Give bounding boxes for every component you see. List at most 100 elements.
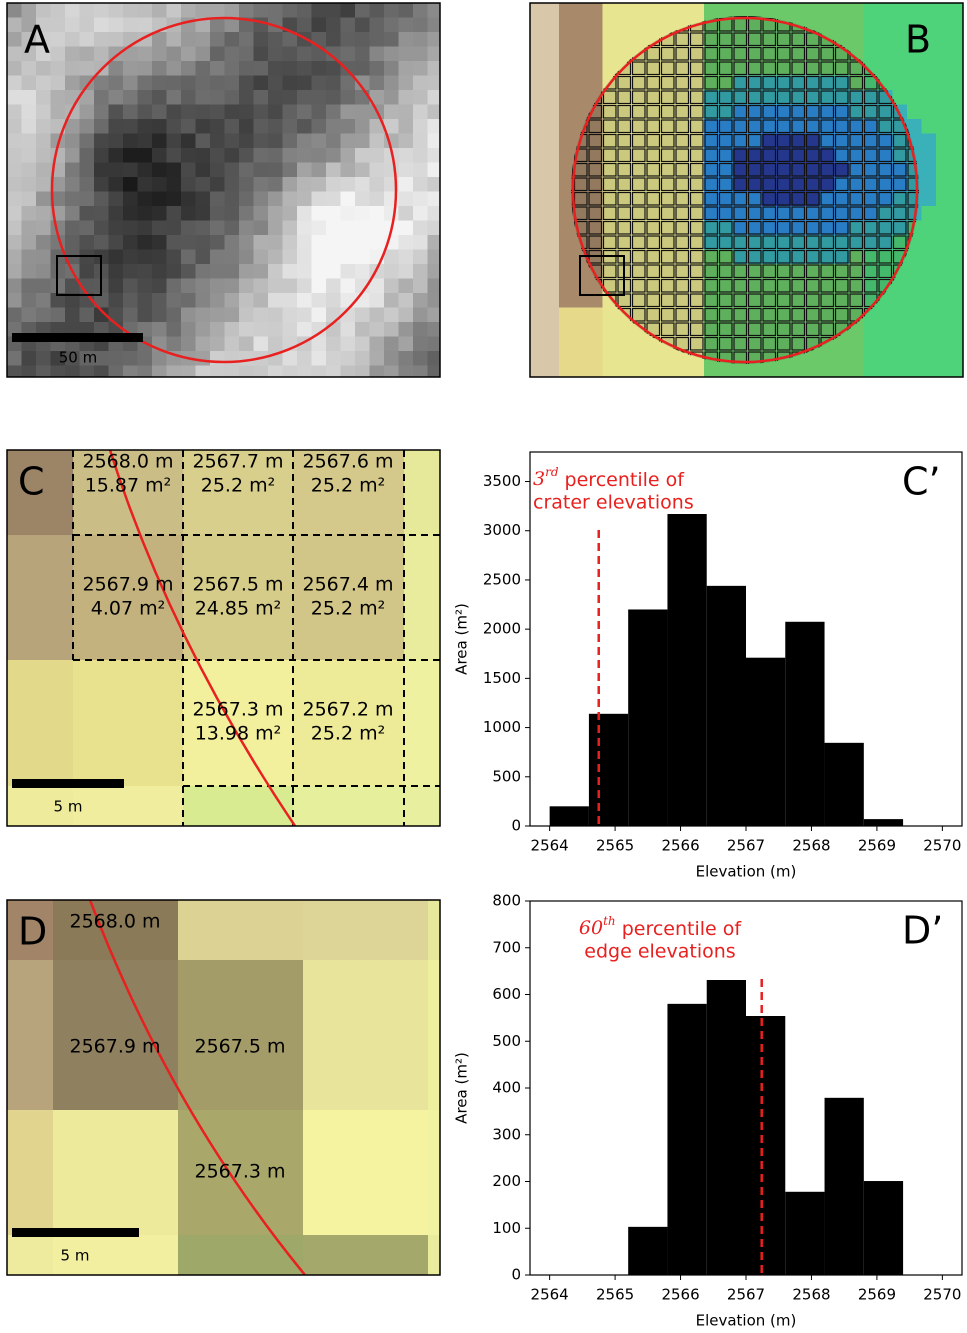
pixel — [224, 75, 240, 91]
pixel — [834, 17, 850, 33]
pixel — [311, 293, 327, 308]
pixel — [108, 220, 124, 236]
pixel — [617, 90, 632, 105]
pixel — [631, 220, 647, 236]
pixel — [747, 162, 763, 178]
crater-cell — [805, 322, 820, 337]
pixel — [210, 293, 225, 308]
pixel — [398, 177, 414, 192]
pixel — [544, 322, 560, 337]
pixel — [849, 162, 864, 178]
crater-cell — [791, 191, 806, 206]
crater-cell — [776, 162, 791, 177]
crater-cell — [791, 235, 806, 250]
pixel — [427, 365, 440, 377]
pixel — [65, 46, 80, 62]
crater-cell — [602, 235, 617, 250]
pixel — [820, 264, 835, 279]
crater-cell — [747, 278, 762, 293]
pixel — [791, 206, 806, 221]
pixel — [820, 61, 835, 76]
pixel — [297, 133, 312, 149]
crater-cell — [631, 133, 646, 148]
crater-cell — [675, 206, 690, 221]
pixel — [427, 336, 440, 352]
pixel — [559, 75, 574, 91]
pixel — [602, 206, 618, 221]
pixel — [7, 206, 22, 221]
pixel — [544, 235, 560, 250]
crater-cell — [820, 322, 835, 337]
crater-cell — [617, 119, 632, 134]
pixel — [646, 104, 661, 120]
crater-cell — [689, 162, 704, 177]
pixel — [530, 32, 545, 47]
pixel — [733, 104, 748, 120]
pixel — [573, 336, 589, 352]
annotation: 60th percentile of — [579, 914, 742, 940]
crater-cell — [660, 177, 675, 192]
pixel — [369, 61, 385, 76]
pixel — [733, 133, 748, 149]
pixel — [704, 249, 719, 265]
pixel — [427, 75, 440, 91]
pixel — [413, 351, 428, 366]
pixel — [297, 293, 312, 308]
pixel — [137, 133, 153, 149]
pixel — [50, 3, 66, 18]
pixel — [239, 206, 254, 221]
pixel — [253, 75, 269, 91]
pixel — [544, 133, 560, 149]
pixel — [573, 32, 589, 47]
crater-cell — [834, 61, 849, 76]
pixel — [733, 3, 748, 18]
pixel — [181, 75, 196, 91]
pixel — [675, 220, 690, 236]
pixel — [166, 133, 182, 149]
crater-cell — [863, 119, 878, 134]
pixel — [195, 162, 211, 178]
pixel — [660, 206, 676, 221]
pixel — [282, 177, 298, 192]
crater-cell — [573, 162, 588, 177]
pixel — [253, 119, 269, 134]
pixel — [805, 3, 821, 18]
pixel — [936, 104, 951, 120]
image-panel-a — [7, 3, 440, 377]
pixel — [544, 191, 560, 207]
pixel — [921, 17, 937, 33]
crater-cell — [878, 206, 893, 221]
crater-cell — [762, 75, 777, 90]
pixel — [282, 365, 298, 377]
pixel — [398, 336, 414, 352]
pixel — [137, 104, 153, 120]
pixel — [588, 307, 603, 323]
pixel — [631, 235, 647, 250]
pixel — [137, 3, 153, 18]
crater-cell — [733, 46, 748, 61]
pixel — [183, 660, 293, 786]
pixel — [224, 191, 240, 207]
pixel — [50, 177, 66, 192]
pixel — [123, 162, 138, 178]
crater-cell — [646, 61, 661, 76]
pixel — [704, 90, 719, 105]
crater-cell — [660, 191, 675, 206]
pixel — [427, 191, 440, 207]
pixel — [181, 162, 196, 178]
pixel — [733, 75, 748, 91]
pixel — [820, 365, 835, 377]
pixel — [404, 450, 440, 535]
crater-cell — [733, 177, 748, 192]
crater-cell — [718, 249, 733, 264]
crater-cell — [660, 119, 675, 134]
pixel — [718, 32, 734, 47]
pixel — [791, 220, 806, 236]
crater-cell — [646, 162, 661, 177]
crater-cell — [718, 220, 733, 235]
crater-cell — [878, 104, 893, 119]
pixel — [152, 206, 167, 221]
crater-cell — [689, 119, 704, 134]
pixel — [293, 786, 404, 826]
crater-cell — [718, 278, 733, 293]
